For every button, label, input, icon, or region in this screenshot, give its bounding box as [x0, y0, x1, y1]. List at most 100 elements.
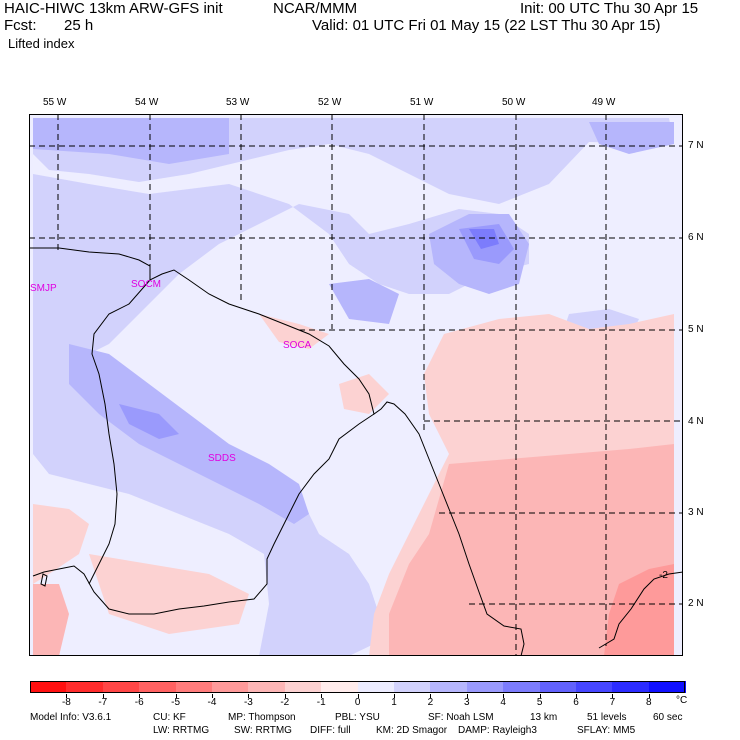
colorbar-label: -6 — [134, 697, 144, 708]
colorbar-tick — [248, 694, 250, 698]
valid-time: Valid: 01 UTC Fri 01 May 15 (22 LST Thu … — [312, 17, 661, 34]
shortwave-scheme: SW: RRTMG — [234, 725, 292, 736]
colorbar-tick — [66, 694, 68, 698]
pbl-scheme: PBL: YSU — [335, 712, 380, 723]
colorbar-tick — [612, 694, 614, 698]
init-time: Init: 00 UTC Thu 30 Apr 15 — [520, 0, 699, 17]
lon-label-49w: 49 W — [592, 97, 616, 108]
colorbar-label: 3 — [464, 697, 470, 708]
colorbar-swatch — [503, 681, 541, 693]
border-guyane-brazil — [32, 413, 375, 615]
coastline — [29, 247, 525, 656]
lifted-index-map: -2 — [29, 114, 683, 656]
colorbar-swatch — [139, 681, 177, 693]
colorbar-tick — [503, 694, 505, 698]
lat-label-2n: 2 N — [688, 598, 704, 609]
surface-layer-option: SFLAY: MM5 — [577, 725, 636, 736]
colorbar-label: 2 — [427, 697, 434, 708]
model-info: Model Info: V3.6.1 — [30, 712, 112, 723]
map-frame — [29, 114, 683, 656]
colorbar-swatch — [321, 681, 359, 693]
colorbar-swatch — [394, 681, 431, 693]
diffusion-option: DIFF: full — [310, 725, 351, 736]
colorbar-frame — [30, 681, 686, 693]
forecast-label: Fcst: — [4, 17, 37, 34]
colorbar-label: 4 — [500, 697, 506, 708]
border-suriname — [88, 279, 151, 585]
colorbar-tick — [139, 694, 141, 698]
colorbar-label: 5 — [536, 697, 543, 708]
station-socm: SOCM — [131, 279, 161, 290]
lon-label-51w: 51 W — [410, 97, 434, 108]
colorbar-swatch — [102, 681, 140, 693]
surface-scheme: SF: Noah LSM — [428, 712, 494, 723]
colorbar-tick — [466, 694, 468, 698]
contour-line — [598, 571, 683, 649]
colorbar-label: 7 — [609, 697, 616, 708]
colorbar-tick — [394, 694, 395, 698]
vertical-levels: 51 levels — [587, 712, 627, 723]
center-name: NCAR/MMM — [273, 0, 358, 17]
colorbar-tick — [539, 694, 541, 698]
forecast-hours: 25 h — [64, 17, 94, 34]
contour-value-label: -2 — [659, 570, 668, 581]
colorbar-swatch — [430, 681, 468, 693]
lat-label-4n: 4 N — [688, 416, 704, 427]
colorbar-swatch — [284, 681, 322, 693]
colorbar-label: -5 — [171, 697, 181, 708]
colorbar-label: 0 — [354, 697, 361, 708]
km-option: KM: 2D Smagor — [376, 725, 448, 736]
lat-label-7n: 7 N — [688, 140, 704, 151]
cumulus-scheme: CU: KF — [153, 712, 186, 723]
damping-option: DAMP: Rayleigh3 — [458, 725, 537, 736]
colorbar-swatch — [30, 681, 67, 693]
colorbar-tick — [321, 694, 323, 698]
unstable-shading — [33, 314, 674, 656]
grid-spacing: 13 km — [530, 712, 558, 723]
colorbar-swatch — [357, 681, 395, 693]
colorbar-label: 1 — [391, 697, 397, 708]
lon-label-52w: 52 W — [318, 97, 342, 108]
station-smjp: SMJP — [30, 283, 57, 294]
colorbar-label: -8 — [61, 697, 71, 708]
lon-label-54w: 54 W — [135, 97, 159, 108]
field-name: Lifted index — [8, 36, 75, 51]
colorbar-swatch — [175, 681, 213, 693]
time-step: 60 sec — [653, 712, 683, 723]
station-soca: SOCA — [283, 340, 312, 351]
colorbar-label: -2 — [280, 697, 290, 708]
colorbar-label: -1 — [316, 697, 326, 708]
colorbar-swatch — [212, 681, 249, 693]
colorbar-label: -7 — [98, 697, 108, 708]
colorbar-tick — [576, 694, 577, 698]
stable-shading — [33, 118, 674, 656]
colorbar-label: 8 — [646, 697, 652, 708]
colorbar-swatch — [66, 681, 104, 693]
station-sdds: SDDS — [208, 453, 236, 464]
colorbar-tick — [175, 694, 177, 698]
colorbar-unit: °C — [676, 695, 688, 706]
longwave-scheme: LW: RRTMG — [153, 725, 210, 736]
colorbar-swatch — [648, 681, 686, 693]
colorbar-swatch — [466, 681, 504, 693]
colorbar-swatch — [612, 681, 650, 693]
colorbar-tick — [357, 694, 359, 698]
model-title: HAIC-HIWC 13km ARW-GFS init — [4, 0, 223, 17]
colorbar-tick — [102, 694, 104, 698]
microphysics-scheme: MP: Thompson — [228, 712, 296, 723]
lat-label-3n: 3 N — [688, 507, 704, 518]
lat-label-5n: 5 N — [688, 324, 704, 335]
colorbar-swatch — [576, 681, 613, 693]
colorbar-swatch — [248, 681, 286, 693]
lat-label-6n: 6 N — [688, 232, 704, 243]
colorbar-label: 6 — [573, 697, 579, 708]
colorbar-label: -4 — [207, 697, 217, 708]
colorbar-swatch — [539, 681, 577, 693]
colorbar-tick — [648, 694, 650, 698]
island-outline — [40, 573, 48, 587]
colorbar-tick — [430, 694, 432, 698]
colorbar-tick — [212, 694, 213, 698]
lon-label-53w: 53 W — [226, 97, 250, 108]
lon-label-55w: 55 W — [43, 97, 67, 108]
colorbar-tick — [284, 694, 286, 698]
